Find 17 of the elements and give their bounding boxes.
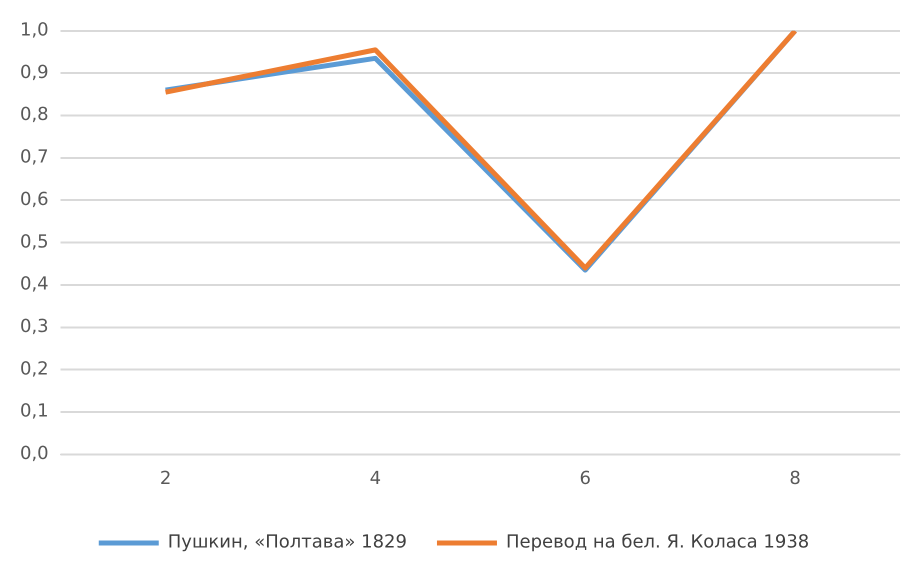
x-tick-label: 4 [370,468,382,489]
legend-label: Пушкин, «Полтава» 1829 [168,532,407,553]
y-tick-label: 0,3 [20,316,49,337]
y-tick-label: 0,9 [20,62,49,83]
legend-label: Перевод на бел. Я. Коласа 1938 [506,532,810,553]
y-tick-label: 0,7 [20,146,49,168]
y-tick-label: 0,5 [20,231,49,252]
y-tick-label: 0,4 [20,274,49,295]
x-tick-label: 8 [789,468,801,489]
y-tick-label: 0,0 [20,443,49,464]
y-tick-label: 0,2 [20,358,49,380]
y-tick-label: 0,1 [20,400,49,422]
x-tick-label: 2 [160,468,172,489]
y-tick-label: 0,8 [20,104,49,126]
y-tick-label: 1,0 [20,19,49,40]
x-tick-label: 6 [580,468,591,489]
y-tick-label: 0,6 [20,188,49,210]
